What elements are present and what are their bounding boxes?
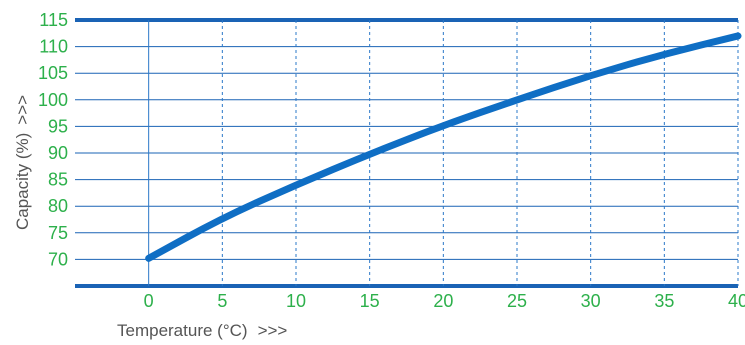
y-tick-label-75: 75 — [48, 223, 68, 243]
y-tick-label-110: 110 — [39, 37, 68, 57]
x-tick-label-20: 20 — [433, 291, 453, 311]
series-line-0 — [145, 32, 742, 262]
y-axis-label-text: Capacity (%) — [13, 133, 32, 230]
x-tick-label-40: 40 — [728, 291, 745, 311]
y-tick-label-70: 70 — [48, 249, 68, 269]
y-tick-label-80: 80 — [48, 196, 68, 216]
x-tick-label-25: 25 — [507, 291, 527, 311]
chart-series — [145, 32, 742, 262]
chart-tick-labels: 70 75 80 85 90 95 100 105 110 115 0 5 10 15 20 25 30 35 40 — [38, 10, 745, 311]
y-axis-label: Capacity (%) >>> — [13, 95, 32, 230]
y-tick-label-90: 90 — [48, 143, 68, 163]
y-tick-label-85: 85 — [48, 170, 68, 190]
x-tick-label-0: 0 — [144, 291, 154, 311]
x-tick-label-10: 10 — [286, 291, 306, 311]
x-tick-label-15: 15 — [360, 291, 380, 311]
x-axis-label-text: Temperature (°C) — [117, 321, 248, 340]
y-tick-label-95: 95 — [48, 116, 68, 136]
x-tick-label-5: 5 — [217, 291, 227, 311]
x-axis-label-arrow: >>> — [258, 321, 288, 340]
x-tick-label-30: 30 — [581, 291, 601, 311]
x-tick-label-35: 35 — [654, 291, 674, 311]
y-tick-label-115: 115 — [39, 10, 68, 30]
y-tick-label-105: 105 — [38, 63, 68, 83]
x-axis-label: Temperature (°C) >>> — [117, 321, 287, 340]
y-axis-label-arrow: >>> — [13, 95, 32, 125]
y-tick-label-100: 100 — [38, 90, 68, 110]
